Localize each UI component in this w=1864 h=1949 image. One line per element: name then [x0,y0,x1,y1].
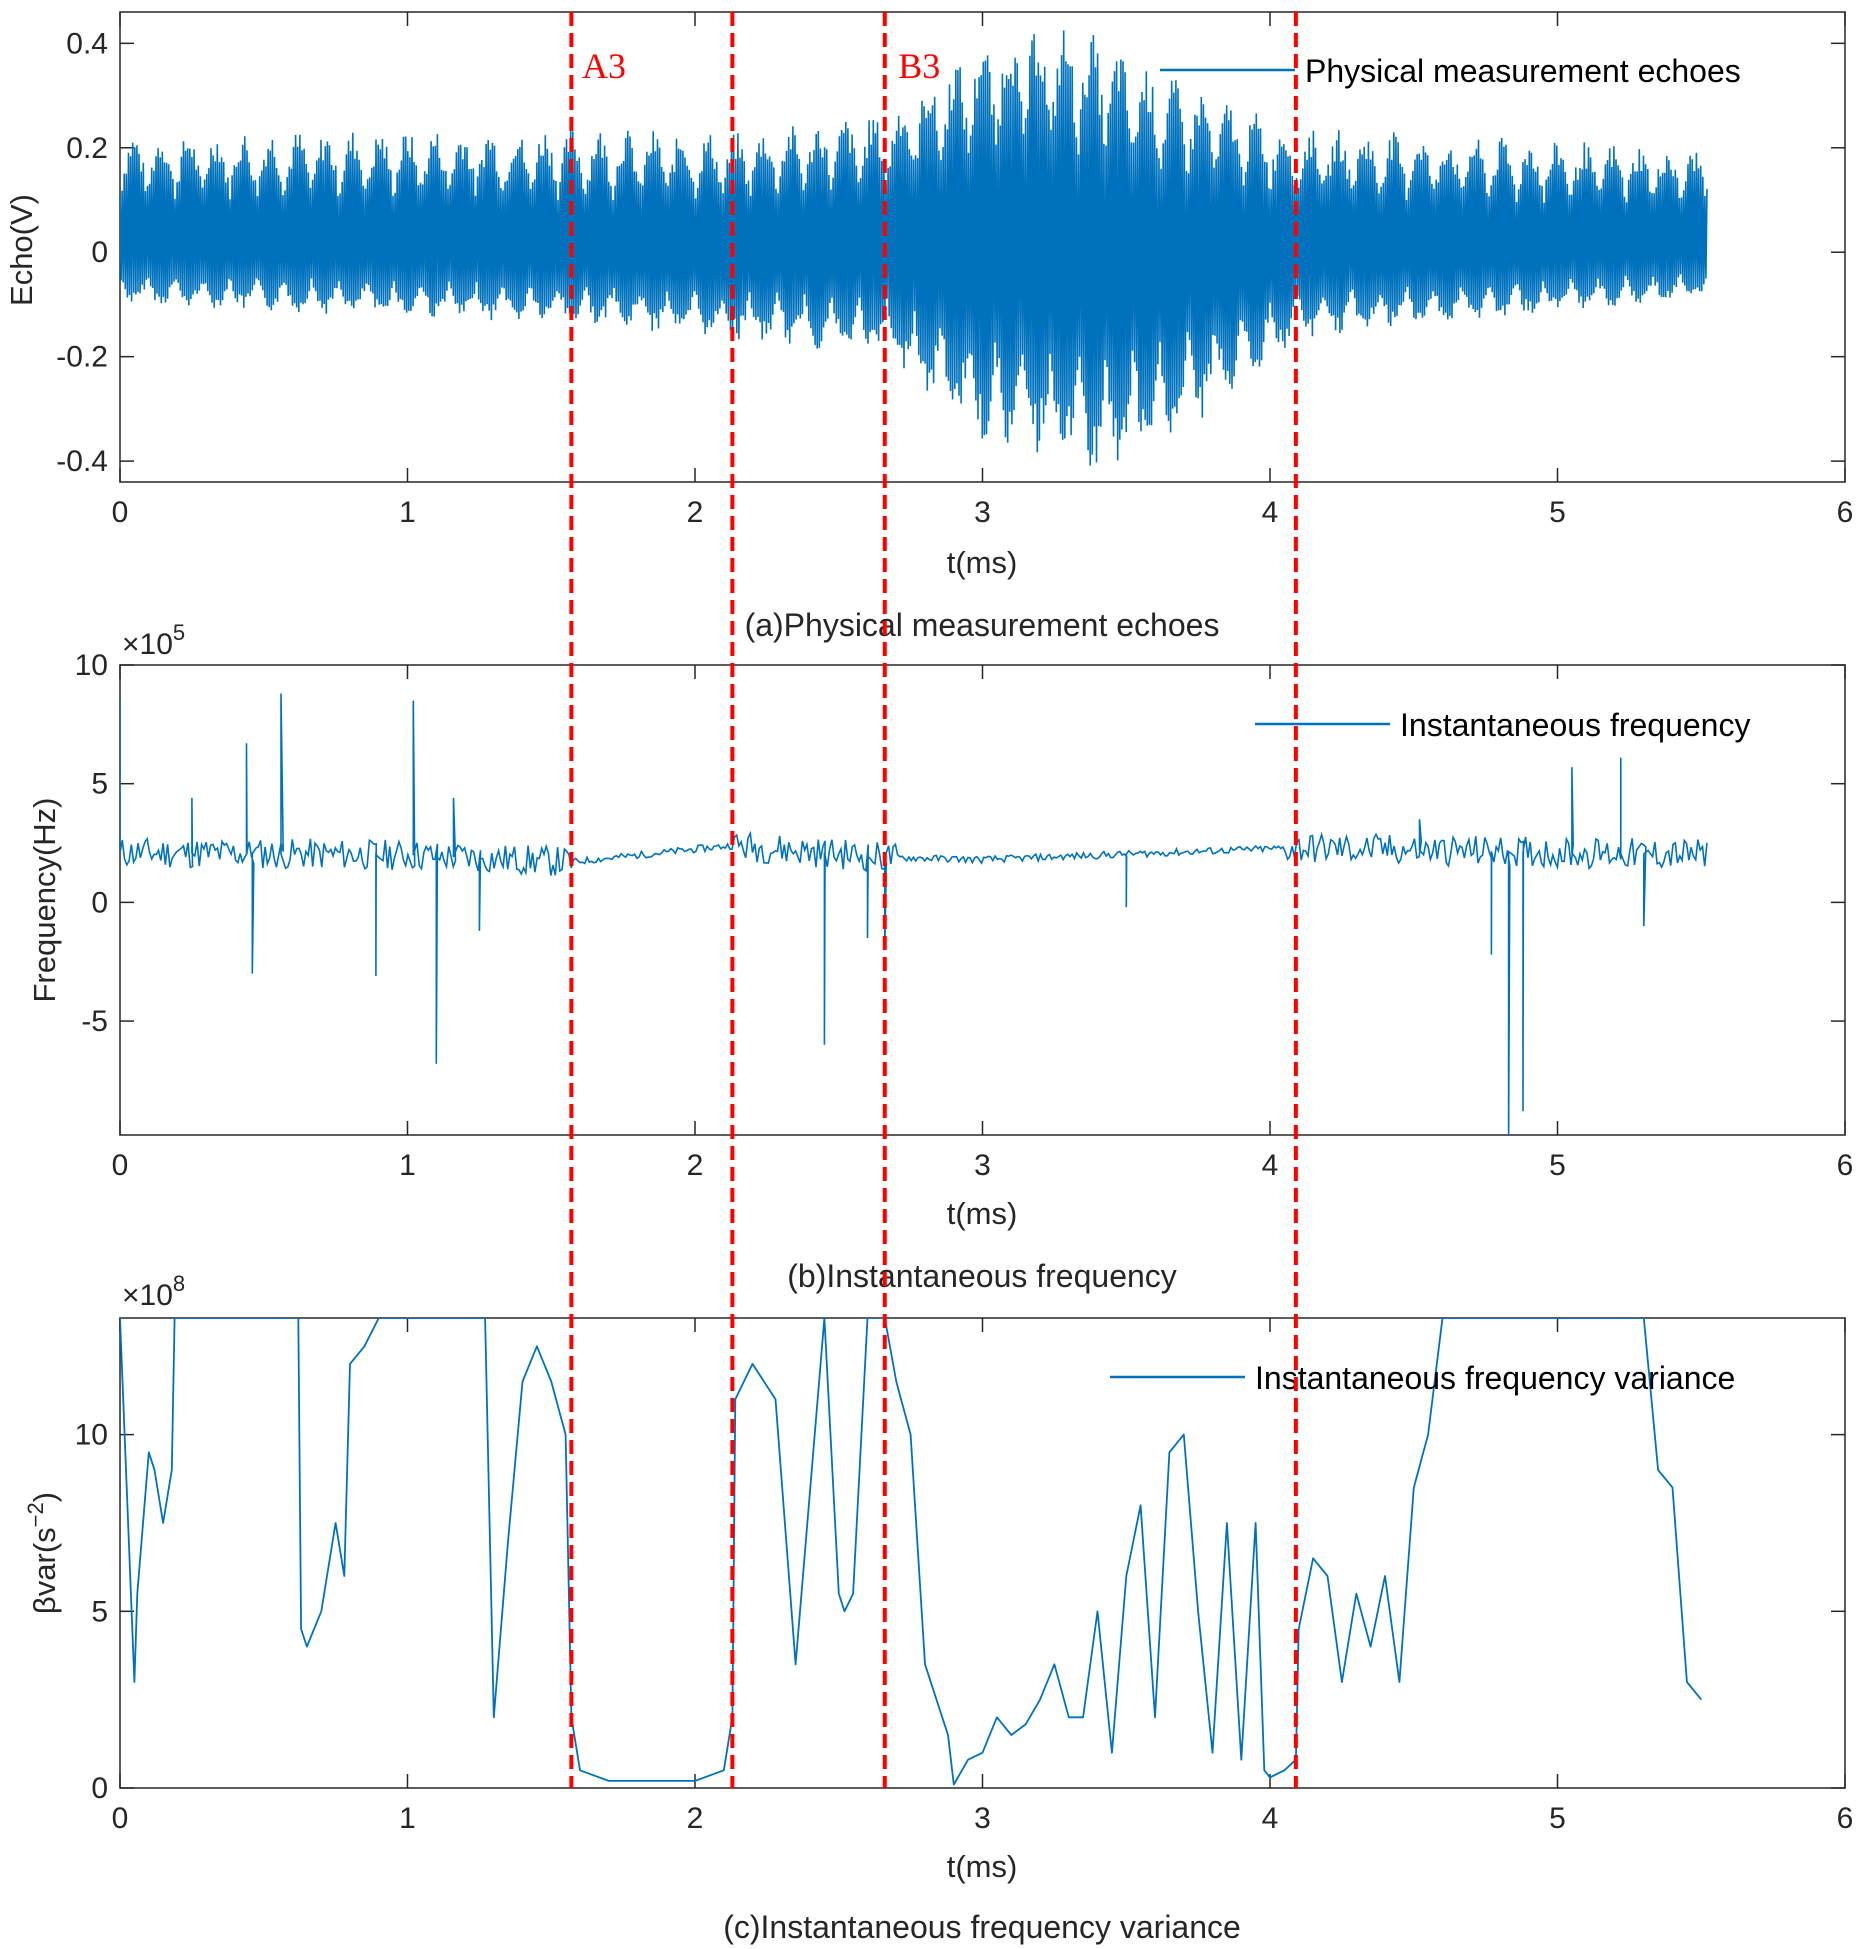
xtick-label-c-0: 0 [112,1802,129,1835]
xtick-label-a-0: 0 [112,496,129,529]
region-labels: A3 B3 [582,46,940,86]
exponent-b: ×105 [122,620,185,661]
xtick-label-c-4: 4 [1262,1802,1279,1835]
xtick-label-c-3: 3 [974,1802,991,1835]
xtick-label-a-6: 6 [1837,496,1854,529]
marker-lines [569,12,1298,1788]
ytick-label-a-2: 0 [91,236,108,269]
legend-label-c: Instantaneous frequency variance [1255,1360,1735,1396]
xtick-label-b-1: 1 [399,1149,416,1182]
caption-c: (c)Instantaneous frequency variance [723,1909,1241,1945]
xtick-label-b-2: 2 [687,1149,704,1182]
ticks-a: 0 1 2 3 4 5 6 -0.4 -0.2 0 0.2 0.4 [56,12,1853,529]
caption-b: (b)Instantaneous frequency [787,1258,1177,1294]
xtick-label-a-1: 1 [399,496,416,529]
ytick-label-b-1: 0 [91,886,108,919]
region-label-a3: A3 [582,46,626,86]
plot-area-c [119,1317,1846,1789]
region-label-b3: B3 [898,46,940,86]
xlabel-b: t(ms) [947,1196,1018,1231]
ylabel-b: Frequency(Hz) [27,798,62,1003]
ytick-label-c-2: 10 [75,1419,108,1452]
xtick-label-a-2: 2 [687,496,704,529]
series-echoes [120,30,1708,466]
panel-c-variance: ×108 0 1 2 3 4 5 6 0 5 10 Instantaneous frequency… [23,1271,1853,1945]
exponent-c: ×108 [122,1271,185,1312]
xtick-label-b-3: 3 [974,1149,991,1182]
legend-b: Instantaneous frequency [1255,707,1750,743]
legend-a: Physical measurement echoes [1160,53,1741,89]
xtick-label-b-6: 6 [1837,1149,1854,1182]
series-variance [120,1318,1702,1786]
panel-b-frequency: ×105 0 1 2 3 4 5 6 -5 0 5 10 Instantaneous frequen… [27,620,1853,1294]
plot-area-b [119,664,1846,1136]
legend-label-a: Physical measurement echoes [1305,53,1741,89]
xtick-label-b-0: 0 [112,1149,129,1182]
frequency-line [120,693,1708,1135]
ytick-label-a-1: -0.2 [56,341,108,374]
ytick-label-c-0: 0 [91,1772,108,1805]
ytick-label-a-3: 0.2 [66,132,108,165]
xtick-label-c-2: 2 [687,1802,704,1835]
panel-a-echoes: 0 1 2 3 4 5 6 -0.4 -0.2 0 0.2 0.4 Physical measurem… [4,11,1853,643]
variance-line [120,1318,1702,1786]
xtick-label-a-5: 5 [1549,496,1566,529]
ytick-label-a-0: -0.4 [56,445,108,478]
ytick-label-b-3: 10 [75,649,108,682]
ytick-label-a-4: 0.4 [66,27,108,60]
xtick-label-b-5: 5 [1549,1149,1566,1182]
ylabel-c: βvar(s−2) [23,1492,62,1614]
legend-c: Instantaneous frequency variance [1110,1360,1735,1396]
xtick-label-c-1: 1 [399,1802,416,1835]
xtick-label-c-5: 5 [1549,1802,1566,1835]
series-frequency [120,693,1708,1135]
caption-a: (a)Physical measurement echoes [745,607,1220,643]
legend-label-b: Instantaneous frequency [1400,707,1750,743]
xlabel-a: t(ms) [947,545,1018,580]
ticks-b: 0 1 2 3 4 5 6 -5 0 5 10 [75,649,1854,1182]
xtick-label-a-3: 3 [974,496,991,529]
xtick-label-b-4: 4 [1262,1149,1279,1182]
ytick-label-b-0: -5 [81,1005,108,1038]
ytick-label-b-2: 5 [91,768,108,801]
echo-waveform [120,30,1708,466]
ylabel-a: Echo(V) [4,194,39,306]
xtick-label-c-6: 6 [1837,1802,1854,1835]
ytick-label-c-1: 5 [91,1595,108,1628]
xtick-label-a-4: 4 [1262,496,1279,529]
xlabel-c: t(ms) [947,1849,1018,1884]
